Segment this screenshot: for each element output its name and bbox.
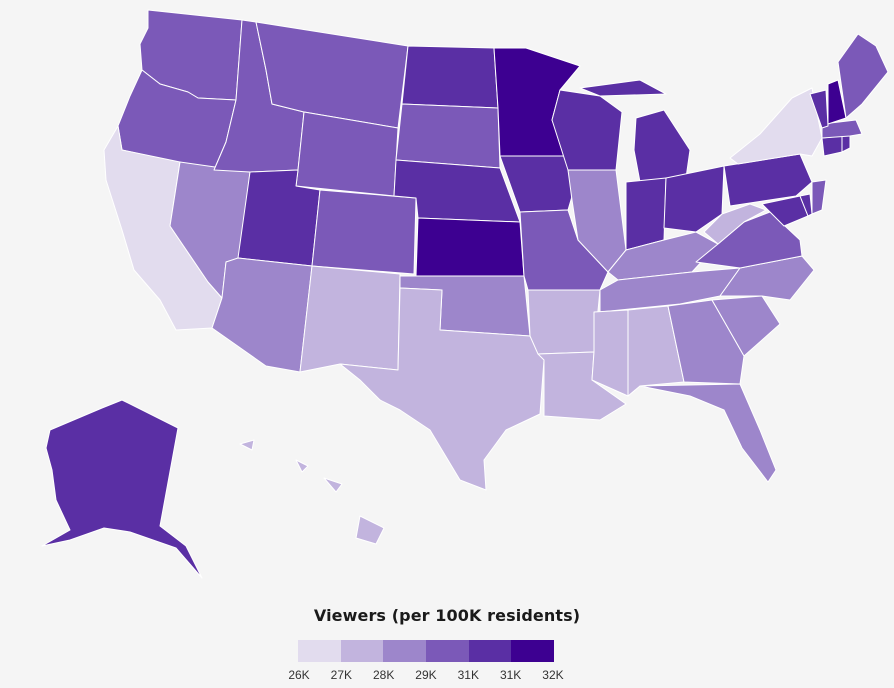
legend-tick-label: 31K [499, 668, 522, 682]
legend-tick-label: 27K [330, 668, 352, 682]
state-vermont [809, 89, 829, 129]
state-south-dakota [395, 103, 501, 169]
legend-tick-label: 28K [372, 668, 395, 682]
state-new-jersey [811, 179, 827, 215]
state-alabama [627, 305, 685, 397]
state-mississippi [591, 309, 629, 397]
state-arkansas [527, 289, 601, 355]
legend-tick-label: 31K [457, 668, 479, 682]
state-alaska [41, 399, 203, 579]
state-kansas [415, 217, 525, 277]
legend-tick-label: 32K [542, 668, 564, 682]
state-connecticut [821, 135, 843, 157]
state-wyoming [295, 111, 399, 197]
state-colorado [311, 189, 417, 275]
state-missouri [519, 209, 609, 291]
state-south-carolina [711, 295, 781, 357]
legend-ticks: 26K 27K 28K 29K 31K 31K 32K [278, 668, 574, 684]
state-new-york [729, 87, 823, 165]
legend-tick-label: 26K [288, 668, 310, 682]
state-maine [837, 33, 889, 119]
choropleth-map [41, 9, 889, 579]
state-georgia [667, 299, 745, 385]
legend-swatch [468, 640, 512, 662]
state-maryland [761, 195, 809, 227]
state-hawaii [239, 439, 385, 545]
legend-swatch [298, 640, 341, 662]
legend-swatch [383, 640, 427, 662]
legend: Viewers (per 100K residents) 26K 27K 28K 29… [0, 606, 894, 682]
legend-color-scale [298, 640, 555, 662]
state-ohio [663, 165, 725, 233]
legend-swatch [426, 640, 469, 662]
state-texas [339, 287, 545, 491]
state-indiana [625, 177, 667, 251]
states-layer [41, 9, 889, 579]
state-massachusetts [821, 119, 863, 139]
legend-tick-label: 29K [415, 668, 437, 682]
legend-title: Viewers (per 100K residents) [313, 606, 581, 625]
legend-swatch [511, 640, 555, 662]
legend-swatch [340, 640, 384, 662]
state-rhode-island [841, 135, 851, 153]
state-arizona [211, 257, 313, 373]
state-west-virginia [703, 203, 767, 245]
state-new-mexico [299, 265, 401, 373]
state-north-dakota [401, 45, 499, 109]
state-florida [639, 383, 777, 483]
